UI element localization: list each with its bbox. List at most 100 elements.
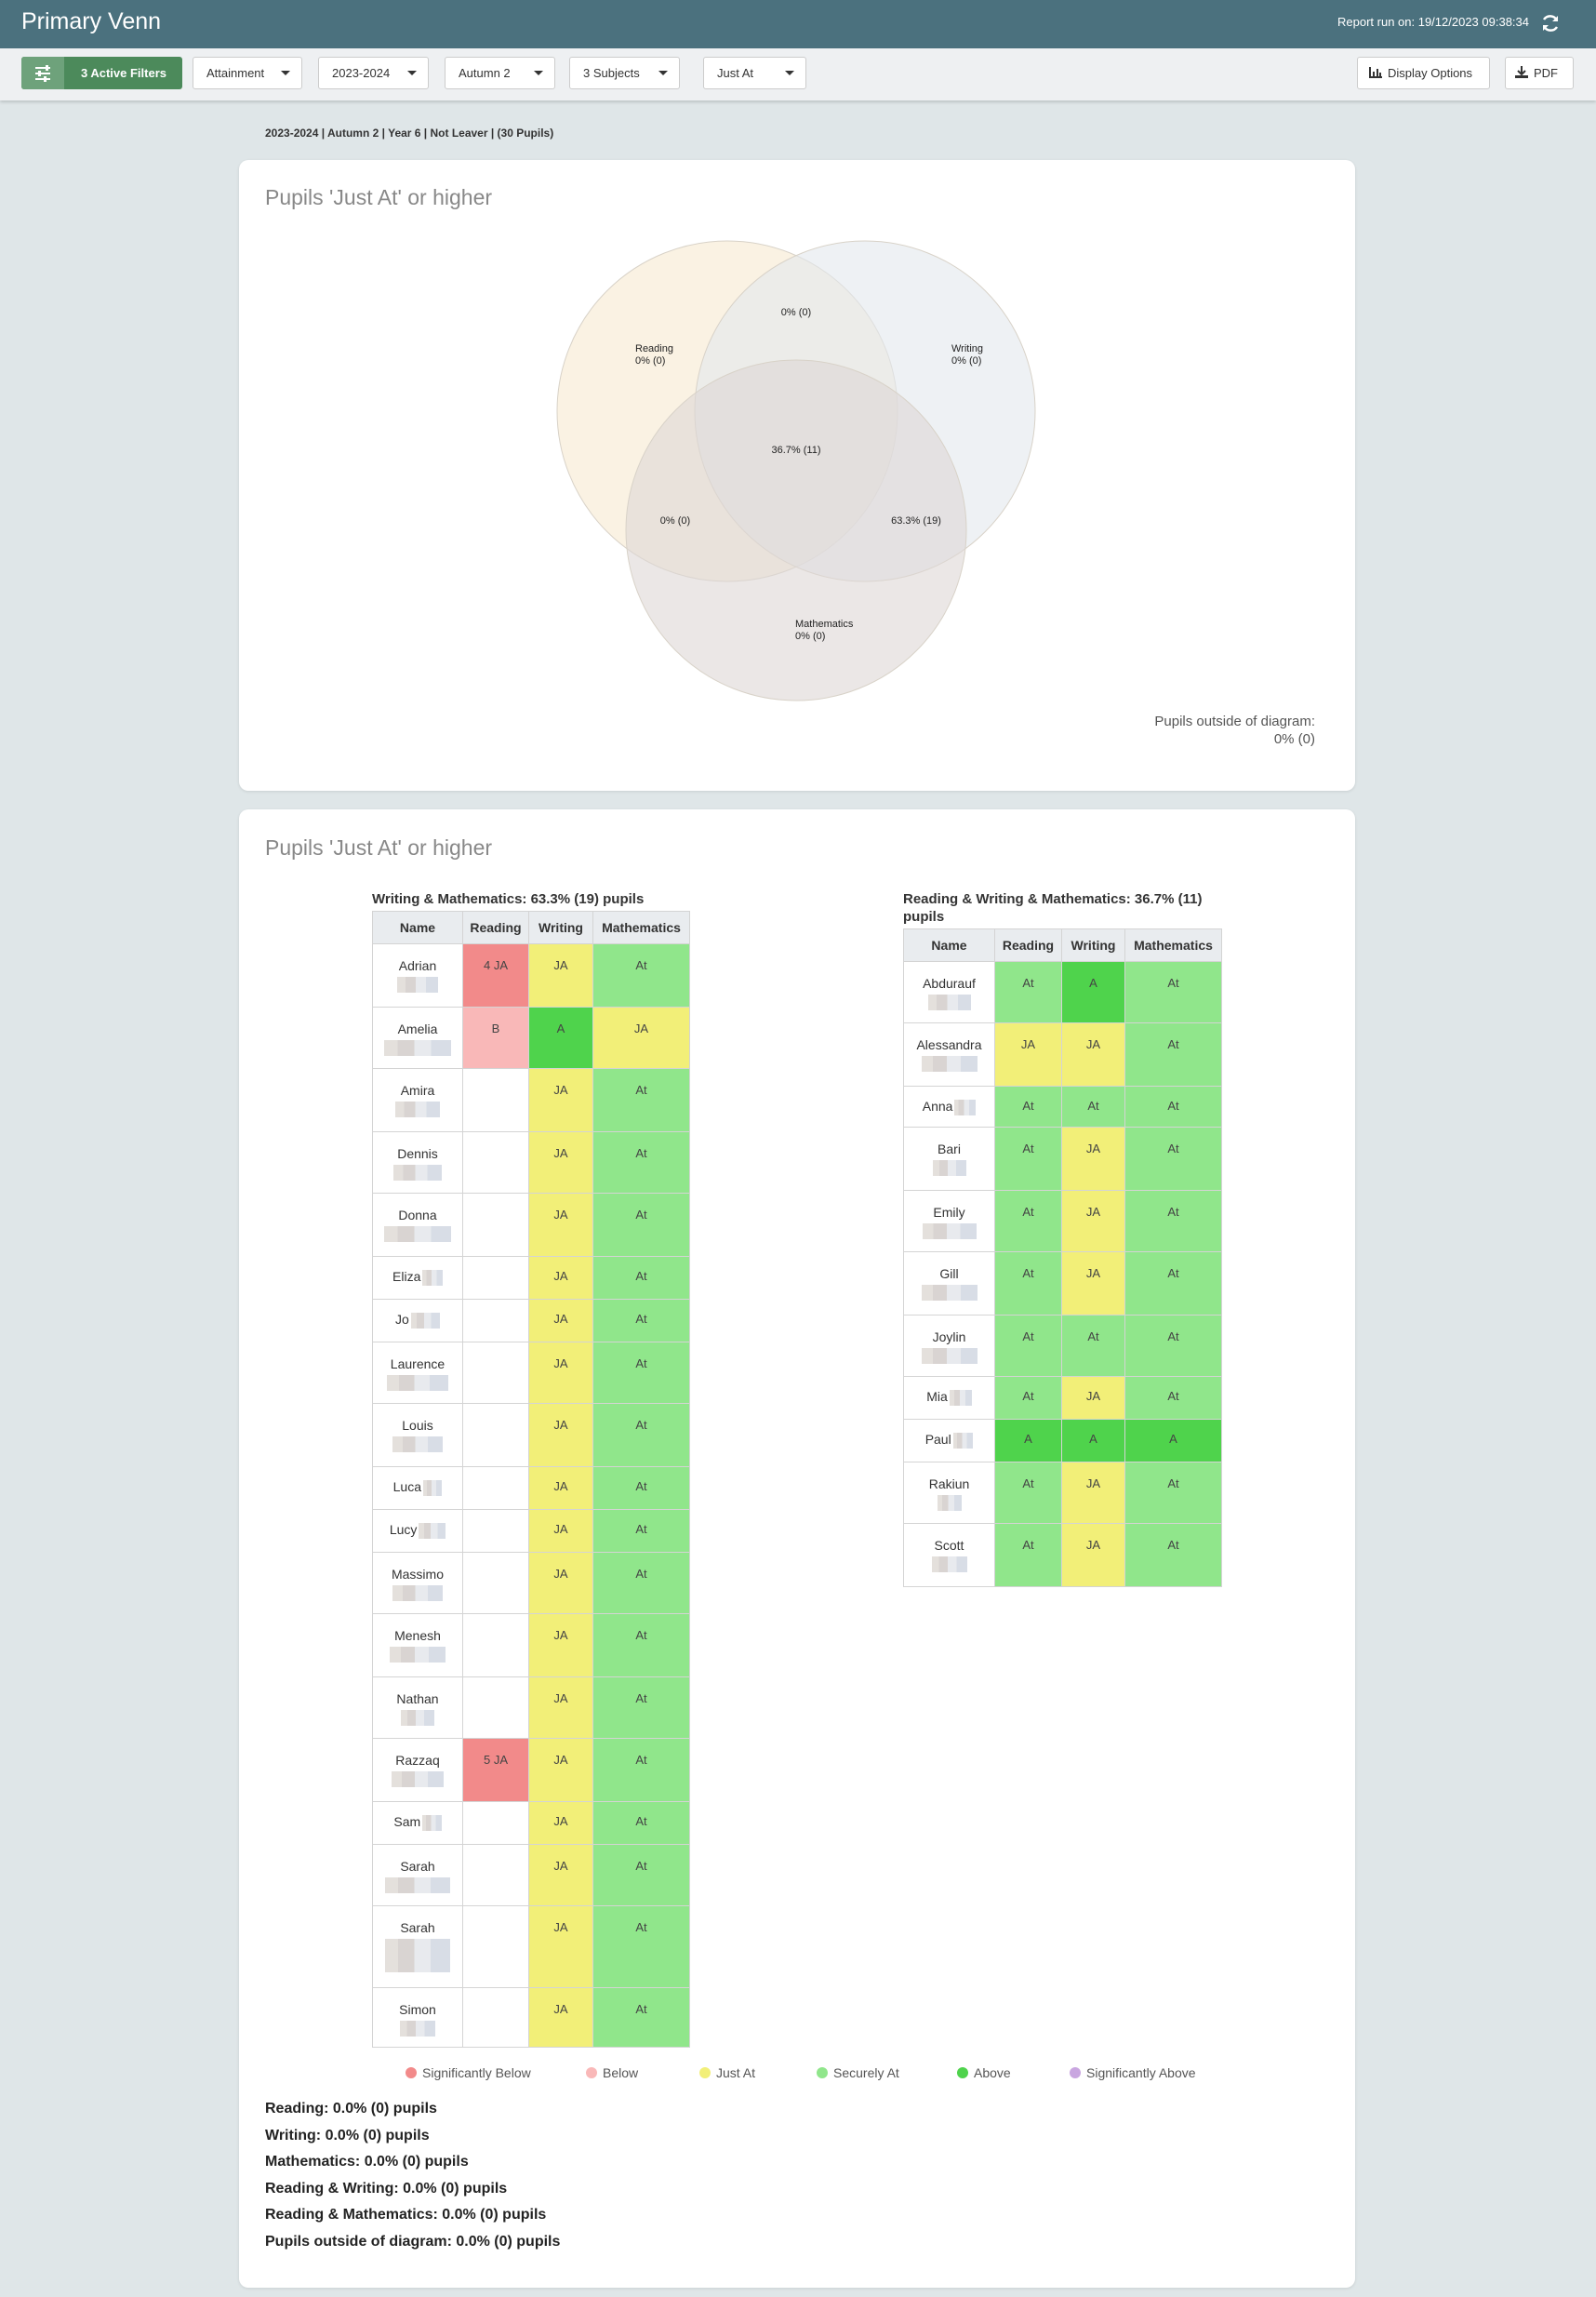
- grade: 4 JA: [483, 958, 508, 972]
- grade-cell: JA: [1061, 1462, 1125, 1524]
- grade: At: [1167, 976, 1179, 990]
- dropdown-label: 3 Subjects: [583, 66, 640, 80]
- name-cell: Alessandra: [903, 1022, 995, 1087]
- grade-cell: At: [1124, 1462, 1222, 1524]
- grade-cell: [462, 1299, 529, 1342]
- grade: B: [491, 1022, 500, 1035]
- pupil-name: Luca: [392, 1479, 421, 1494]
- grade: At: [1087, 1329, 1099, 1343]
- pupil-name: Emily: [933, 1205, 965, 1220]
- grade-cell: At: [1061, 1086, 1125, 1128]
- redacted-surname: [384, 1226, 451, 1242]
- grade-cell: At: [994, 1190, 1062, 1252]
- set-value: 0% (0): [951, 355, 981, 367]
- grade-cell: 4 JA: [462, 943, 529, 1008]
- pupil-row: Anna At At At: [903, 1086, 1222, 1128]
- grade: JA: [553, 1920, 568, 1934]
- pupil-row: Razzaq 5 JA JA At: [372, 1738, 690, 1802]
- grade: JA: [553, 1628, 568, 1642]
- legend-swatch: [586, 2067, 597, 2078]
- dropdown-label: Attainment: [206, 66, 265, 80]
- grade-cell: [462, 1676, 529, 1739]
- name-cell: Abdurauf: [903, 961, 995, 1023]
- grade: A: [1089, 1432, 1097, 1446]
- dropdown-label: Autumn 2: [459, 66, 511, 80]
- pupil-row: Simon JA At: [372, 1987, 690, 2048]
- pupil-row: Bari At JA At: [903, 1127, 1222, 1191]
- redacted-surname: [395, 1102, 440, 1117]
- grade: At: [1022, 1142, 1034, 1155]
- grade-cell: At: [994, 1127, 1062, 1191]
- refresh-icon[interactable]: [1540, 13, 1561, 33]
- dropdown[interactable]: 2023-2024: [318, 57, 429, 89]
- pupil-row: Rakiun At JA At: [903, 1462, 1222, 1524]
- grade-cell: [462, 1068, 529, 1132]
- pupil-row: Alessandra JA JA At: [903, 1022, 1222, 1087]
- pupil-row: Paul A A A: [903, 1419, 1222, 1462]
- grade-cell: 5 JA: [462, 1738, 529, 1802]
- pupil-row: Menesh JA At: [372, 1613, 690, 1677]
- name-cell: Nathan: [372, 1676, 463, 1739]
- grade: 5 JA: [483, 1753, 508, 1767]
- dropdown[interactable]: Autumn 2: [445, 57, 555, 89]
- sliders-icon: [35, 65, 50, 82]
- grade: At: [635, 1920, 647, 1934]
- grade-cell: At: [592, 1844, 690, 1906]
- name-cell: Menesh: [372, 1613, 463, 1677]
- grade: At: [1022, 1389, 1034, 1403]
- grade-cell: JA: [994, 1022, 1062, 1087]
- button-label: PDF: [1534, 66, 1558, 80]
- pupil-row: Massimo JA At: [372, 1552, 690, 1614]
- redacted-surname: [921, 1056, 978, 1072]
- grade: JA: [553, 1312, 568, 1326]
- grade: At: [635, 1522, 647, 1536]
- grade: At: [635, 2002, 647, 2016]
- legend-item: Securely At: [817, 2065, 899, 2080]
- pupil-row: Gill At JA At: [903, 1251, 1222, 1315]
- pdf-button[interactable]: PDF: [1505, 57, 1574, 89]
- grade: At: [635, 1814, 647, 1828]
- dropdown[interactable]: Just At: [703, 57, 806, 89]
- pupil-name: Jo: [395, 1312, 409, 1327]
- pupil-name: Anna: [922, 1099, 953, 1114]
- grade: At: [1167, 1099, 1179, 1113]
- header-row: Name Reading Writing Mathematics: [903, 928, 1222, 962]
- grade-cell: JA: [528, 943, 593, 1008]
- dropdown[interactable]: Attainment: [193, 57, 302, 89]
- name-cell: Razzaq: [372, 1738, 463, 1802]
- name-cell: Joylin: [903, 1315, 995, 1377]
- set-value: 0% (0): [635, 355, 665, 367]
- grade: JA: [1085, 1389, 1101, 1403]
- pupil-row: Dennis JA At: [372, 1131, 690, 1194]
- filters-button[interactable]: 3 Active Filters: [21, 57, 182, 89]
- legend-label: Significantly Below: [422, 2065, 531, 2080]
- grade-cell: JA: [528, 1552, 593, 1614]
- card-title: Pupils 'Just At' or higher: [265, 185, 493, 209]
- redacted-surname: [921, 1348, 978, 1364]
- column-header: Writing: [528, 911, 593, 944]
- legend-swatch: [957, 2067, 968, 2078]
- pupil-name: Joylin: [932, 1329, 966, 1344]
- display-options-button[interactable]: Display Options: [1357, 57, 1490, 89]
- grade: JA: [553, 1146, 568, 1160]
- redacted-surname: [390, 1647, 446, 1663]
- pupil-row: Lucy JA At: [372, 1509, 690, 1553]
- legend-swatch: [406, 2067, 417, 2078]
- grade-cell: JA: [528, 1466, 593, 1510]
- name-cell: Laurence: [372, 1342, 463, 1404]
- chart-icon: [1369, 67, 1382, 78]
- grade-cell: A: [1124, 1419, 1222, 1462]
- grade-cell: At: [592, 1738, 690, 1802]
- grade: At: [1167, 1205, 1179, 1219]
- pupil-name: Lucy: [389, 1522, 418, 1537]
- grade-cell: JA: [528, 1738, 593, 1802]
- grade-cell: [462, 1987, 529, 2048]
- column-header: Name: [372, 911, 463, 944]
- grade-cell: At: [1124, 1376, 1222, 1420]
- grade-cell: JA: [1061, 1022, 1125, 1087]
- grade: JA: [1085, 1476, 1101, 1490]
- dropdown[interactable]: 3 Subjects: [569, 57, 680, 89]
- pupil-name: Amelia: [397, 1022, 438, 1036]
- grade-cell: JA: [528, 1801, 593, 1845]
- region-value: 63.3% (19): [891, 515, 941, 527]
